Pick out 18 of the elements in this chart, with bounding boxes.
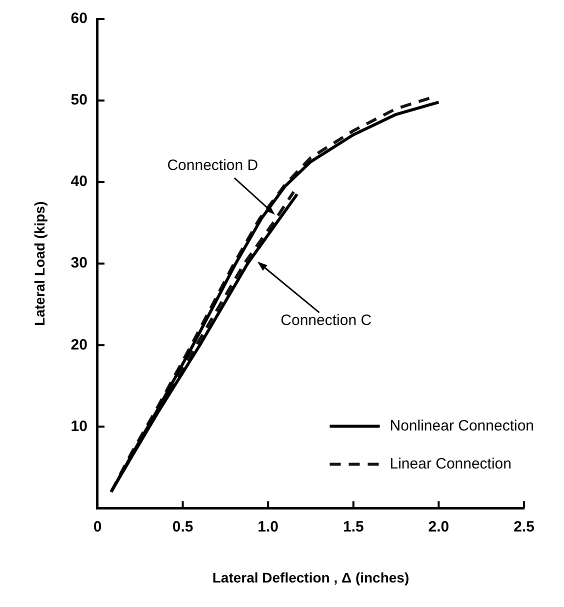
- legend-label: Nonlinear Connection: [390, 417, 534, 434]
- legend-label: Linear Connection: [390, 455, 512, 472]
- x-tick-label: 0.5: [172, 518, 194, 536]
- x-axis-title: Lateral Deflection , Δ (inches): [212, 569, 410, 586]
- x-tick-label: 2.5: [514, 518, 534, 536]
- y-tick-label: 50: [70, 92, 88, 109]
- y-tick-label: 10: [70, 418, 88, 435]
- x-tick-label: 0: [93, 518, 102, 536]
- x-tick-label: 2.0: [428, 518, 450, 536]
- x-tick-label: 1.5: [342, 518, 364, 536]
- x-tick-label: 1.0: [258, 518, 279, 536]
- annotation: Connection D: [167, 156, 258, 174]
- annotation: Connection C: [280, 312, 372, 329]
- y-tick-label: 40: [70, 173, 88, 190]
- y-axis-title: Lateral Load (kips): [31, 201, 48, 326]
- y-tick-label: 60: [70, 10, 88, 28]
- y-tick-label: 30: [70, 254, 88, 272]
- y-tick-label: 20: [70, 336, 88, 354]
